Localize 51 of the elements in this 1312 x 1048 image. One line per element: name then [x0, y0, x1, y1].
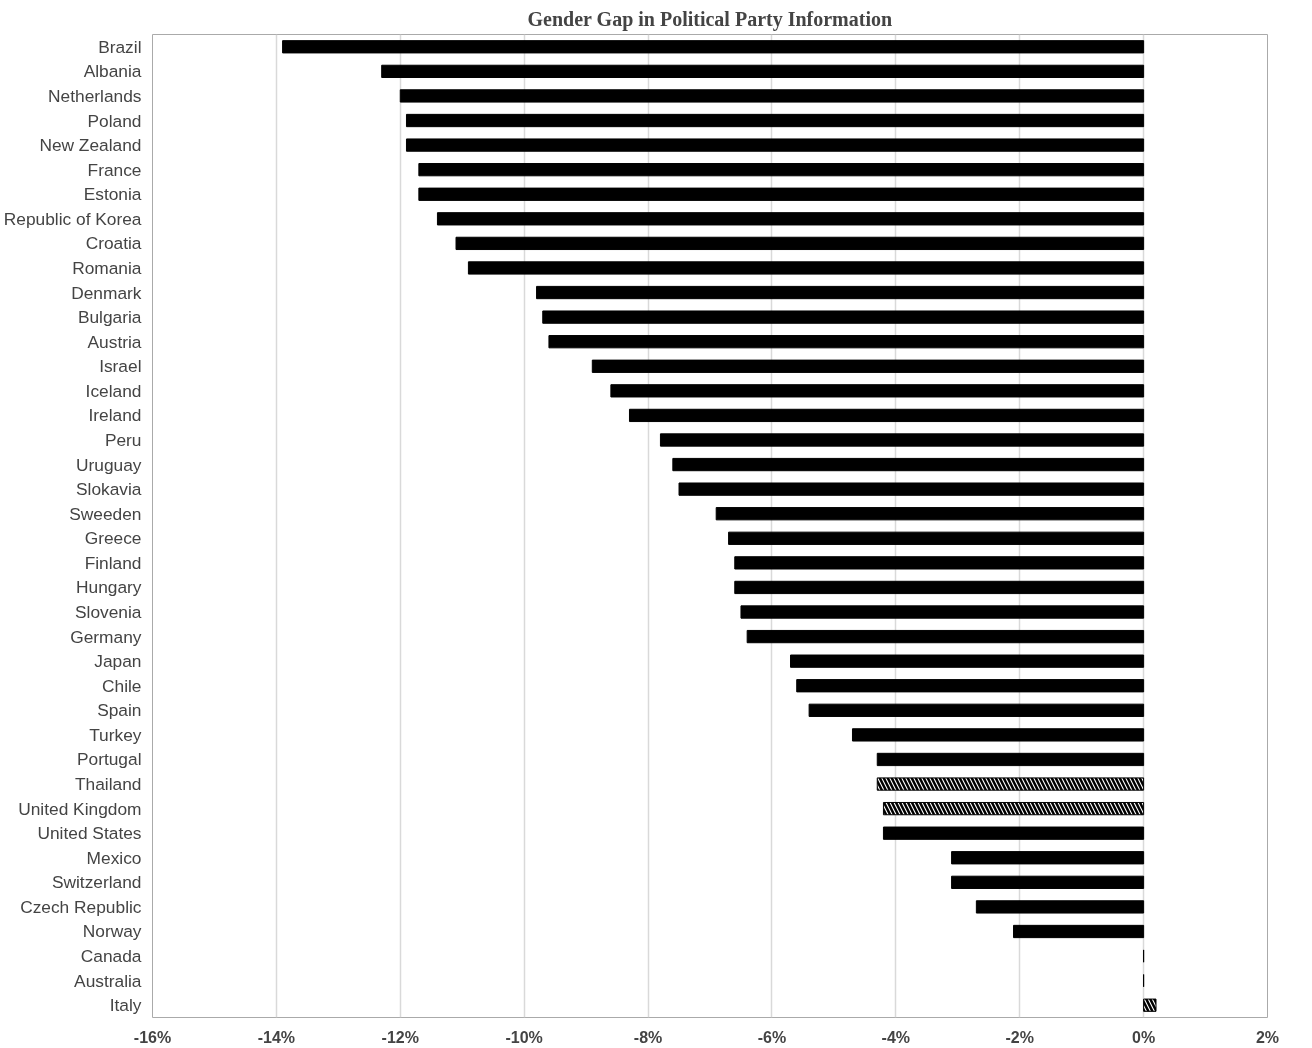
y-tick-label: Norway: [82, 921, 142, 942]
y-tick-label: Peru: [104, 429, 142, 450]
y-tick-label: Brazil: [98, 36, 142, 57]
y-tick-label: Switzerland: [51, 872, 142, 893]
y-tick-label: Germany: [70, 626, 142, 647]
y-tick-label: United States: [37, 823, 142, 844]
x-tick-label: -2%: [1005, 1028, 1034, 1046]
x-tick-label: -8%: [633, 1028, 663, 1046]
y-tick-label: New Zealand: [39, 135, 142, 156]
x-tick-label: 2%: [1255, 1028, 1280, 1046]
y-tick-label: Chile: [102, 675, 142, 696]
y-tick-label: Australia: [74, 970, 142, 991]
y-tick-label: France: [87, 159, 142, 180]
y-tick-label: Canada: [80, 946, 142, 967]
y-tick-label: Israel: [99, 356, 142, 377]
y-tick-label: Portugal: [76, 749, 142, 770]
y-tick-label: Italy: [109, 995, 142, 1016]
y-tick-label: Republic of Korea: [3, 208, 142, 229]
y-tick-label: Estonia: [83, 184, 142, 205]
y-tick-label: Iceland: [85, 380, 142, 401]
x-tick-label: -10%: [505, 1028, 543, 1046]
x-tick-label: 0%: [1132, 1028, 1156, 1046]
y-tick-label: Greece: [84, 528, 142, 549]
y-tick-label: Japan: [94, 651, 142, 672]
y-tick-label: Romania: [72, 257, 142, 278]
y-tick-label: Slokavia: [76, 479, 142, 500]
y-tick-label: Ireland: [88, 405, 142, 426]
x-tick-label: -12%: [381, 1028, 419, 1046]
y-tick-label: Czech Republic: [20, 896, 142, 917]
y-tick-label: Spain: [97, 700, 142, 721]
y-tick-label: Thailand: [75, 774, 142, 795]
y-tick-label: Albania: [83, 61, 142, 82]
y-tick-label: Uruguay: [76, 454, 142, 475]
x-tick-label: -14%: [257, 1028, 296, 1046]
y-tick-label: Poland: [87, 110, 142, 131]
y-tick-label: Netherlands: [48, 85, 142, 106]
x-tick-label: -4%: [881, 1028, 911, 1046]
y-tick-label: Austria: [87, 331, 142, 352]
y-tick-label: Mexico: [86, 847, 142, 868]
y-tick-label: Bulgaria: [77, 307, 142, 328]
y-tick-label: Croatia: [85, 233, 142, 254]
y-tick-label: Hungary: [76, 577, 142, 598]
y-tick-label: Finland: [84, 552, 142, 573]
y-tick-label: United Kingdom: [18, 798, 142, 819]
x-tick-label: -6%: [757, 1028, 787, 1046]
x-tick-label: -16%: [133, 1028, 172, 1046]
y-tick-label: Denmark: [71, 282, 142, 303]
chart-title: Gender Gap in Political Party Information: [527, 7, 893, 31]
y-tick-label: Slovenia: [75, 602, 142, 623]
y-tick-label: Turkey: [89, 724, 142, 745]
y-tick-label: Sweeden: [69, 503, 142, 524]
